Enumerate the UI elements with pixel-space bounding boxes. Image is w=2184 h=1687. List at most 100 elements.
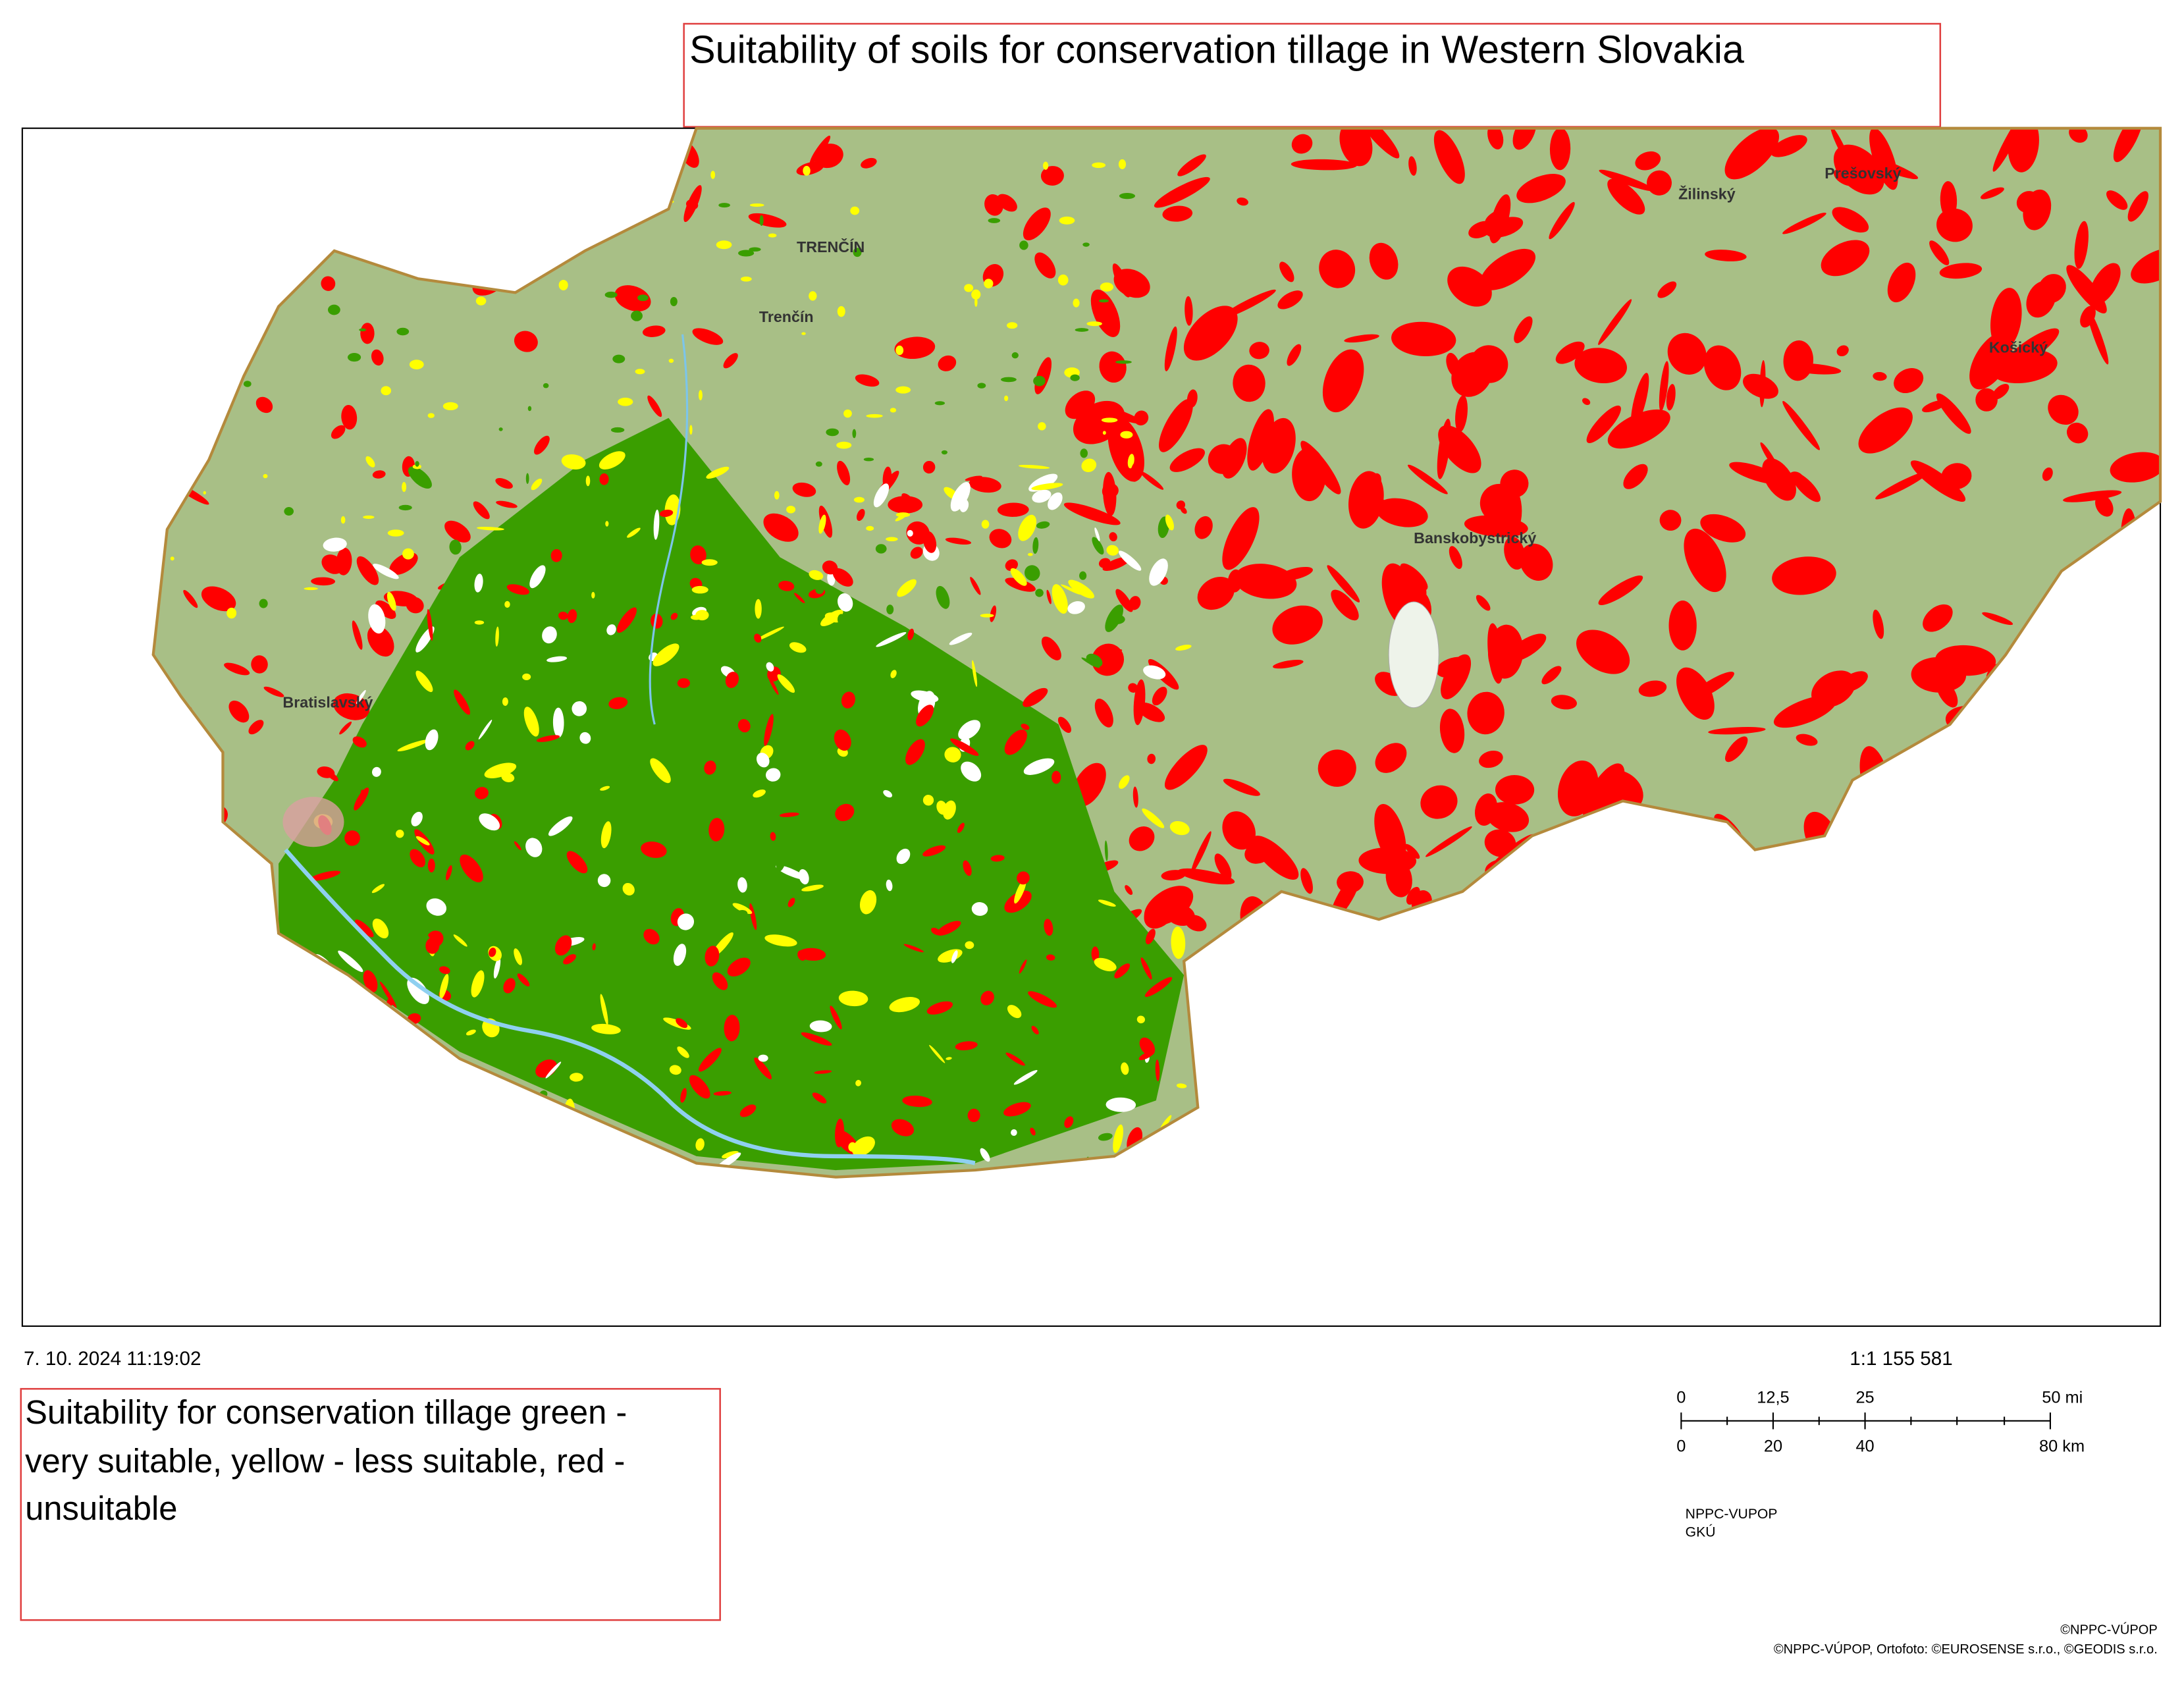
soil-patch [363, 515, 375, 519]
soil-patch [1005, 559, 1018, 572]
soil-patch [1555, 341, 1585, 364]
soil-patch [1169, 448, 1205, 472]
scale-label: 40 [1855, 1437, 1874, 1455]
soil-patch [600, 821, 612, 849]
soil-patch [327, 304, 340, 315]
soil-patch [980, 1148, 990, 1162]
soil-patch [1073, 298, 1080, 308]
soil-patch [957, 822, 965, 834]
soil-patch [1021, 724, 1030, 730]
soil-patch [1033, 375, 1046, 387]
soil-patch [1161, 870, 1186, 881]
soil-patch [398, 504, 412, 511]
soil-patch [1708, 727, 1766, 735]
soil-patch [650, 758, 671, 784]
soil-patch [1154, 176, 1210, 208]
soil-patch [809, 135, 831, 165]
soil-patch [1019, 959, 1027, 974]
soil-patch [1929, 240, 1950, 265]
soil-patch [360, 789, 363, 805]
soil-patch [1136, 1015, 1145, 1024]
soil-patch [637, 294, 649, 302]
soil-patch [1551, 695, 1577, 710]
soil-patch [1109, 614, 1125, 624]
soil-patch [990, 605, 997, 622]
soil-patch [809, 570, 824, 580]
timestamp: 7. 10. 2024 11:19:02 [24, 1348, 201, 1370]
soil-patch [1139, 1037, 1156, 1056]
soil-patch [543, 383, 549, 388]
river [649, 334, 689, 725]
soil-patch [474, 574, 483, 593]
soil-patch [770, 832, 776, 841]
soil-patch [1516, 174, 1566, 203]
soil-patch [498, 427, 503, 431]
soil-patch [224, 662, 250, 676]
soil-patch [873, 483, 890, 508]
soil-patch [612, 354, 626, 363]
soil-patch [1936, 679, 1958, 708]
soil-patch [1104, 840, 1108, 861]
soil-patch [727, 957, 751, 977]
soil-patch [1100, 282, 1114, 292]
soil-patch [2002, 328, 2060, 371]
soil-patch [1018, 514, 1037, 541]
soil-patch [961, 761, 982, 782]
soil-patch [946, 1057, 952, 1060]
soil-patch [1936, 393, 1971, 434]
soil-patch [1035, 589, 1044, 597]
soil-patch [837, 306, 845, 317]
soil-patch [1075, 328, 1089, 332]
soil-patch [489, 948, 496, 957]
soil-patch [372, 470, 386, 479]
soil-patch [779, 812, 799, 817]
soil-patch [591, 1023, 621, 1034]
soil-patch [517, 973, 530, 987]
soil-patch [1821, 240, 1870, 277]
soil-patch [406, 597, 424, 614]
soil-patch [855, 1080, 862, 1086]
soil-patch [748, 213, 787, 228]
soil-patch [331, 425, 346, 439]
soil-patch [228, 700, 250, 723]
soil-patch [407, 977, 429, 1004]
soil-patch [599, 473, 609, 485]
map-label: TRENČÍN [797, 238, 865, 255]
soil-patch [698, 390, 703, 400]
soil-patch [251, 655, 268, 674]
soil-patch [1194, 516, 1213, 539]
soil-patch [1447, 266, 1492, 307]
soil-patch [944, 747, 961, 763]
soil-patch [1487, 623, 1504, 684]
soil-patch [1400, 563, 1428, 591]
soil-patch [886, 537, 898, 542]
soil-patch [1436, 656, 1471, 678]
soil-patch [838, 614, 845, 626]
soil-patch [479, 813, 500, 831]
soil-patch [946, 1069, 955, 1085]
soil-patch [1091, 946, 1100, 962]
soil-patch [375, 600, 396, 619]
soil-patch [491, 568, 505, 574]
soil-patch [1005, 1052, 1025, 1066]
soil-patch [768, 676, 779, 695]
soil-patch [1027, 552, 1033, 556]
soil-patch [527, 406, 532, 412]
soil-patch [1138, 1051, 1154, 1060]
soil-patch [263, 686, 284, 697]
soil-patch [980, 990, 994, 1005]
soil-patch [1164, 745, 1208, 790]
soil-patch [758, 1054, 768, 1062]
soil-patch [1032, 537, 1039, 554]
soil-patch [427, 413, 435, 418]
soil-patch [1705, 250, 1747, 261]
soil-patch [1834, 168, 1861, 187]
soil-patch [2106, 190, 2128, 210]
soil-patch [1164, 326, 1177, 371]
soil-patch [387, 529, 404, 537]
soil-patch [309, 870, 341, 881]
soil-patch [1003, 1102, 1031, 1117]
soil-patch [1136, 702, 1165, 722]
soil-patch [248, 720, 264, 735]
soil-patch [704, 761, 716, 775]
